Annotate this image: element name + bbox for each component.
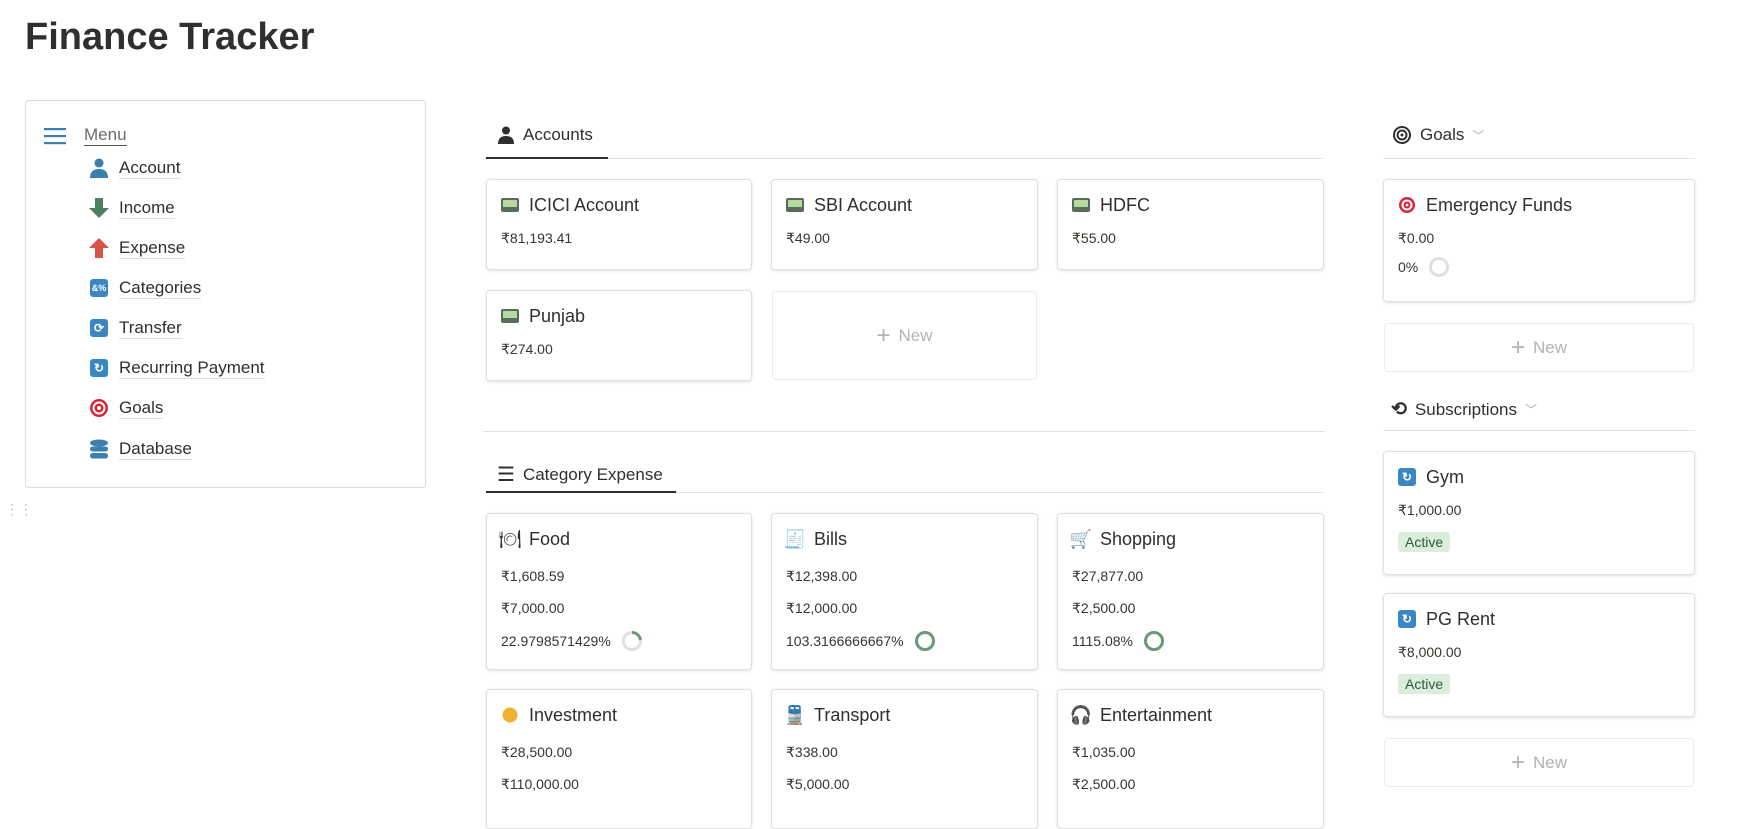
account-card[interactable]: SBI Account ₹49.00 (771, 179, 1038, 270)
category-card[interactable]: 🎧 Entertainment ₹1,035.00 ₹2,500.00 (1057, 689, 1324, 829)
menu-item-categories[interactable]: &% Categories (88, 277, 202, 299)
progress-arc (914, 631, 935, 651)
arrow-up-icon (88, 237, 110, 259)
repeat-one-icon: ↻ (1398, 468, 1416, 486)
progress-arc (1143, 631, 1164, 651)
plus-icon: + (876, 321, 891, 349)
menu-item-database[interactable]: Database (88, 438, 192, 460)
progress-ring (621, 631, 642, 651)
plus-icon: + (1510, 333, 1525, 361)
history-icon: ⟲ (1391, 399, 1407, 420)
menu-item-income[interactable]: Income (88, 197, 175, 219)
menu-label: Menu (84, 125, 127, 146)
menu-header[interactable]: Menu (44, 125, 127, 146)
headphones-icon: 🎧 (1069, 704, 1093, 725)
menu-item-goals[interactable]: Goals (88, 397, 164, 419)
category-card[interactable]: 🧾 Bills ₹12,398.00 ₹12,000.00 103.3166666… (771, 513, 1038, 670)
account-card[interactable]: Punjab ₹274.00 (486, 290, 752, 381)
new-account-button[interactable]: + New (772, 291, 1037, 380)
account-card[interactable]: ICICI Account ₹81,193.41 (486, 179, 752, 270)
progress-arc (621, 631, 642, 651)
bank-icon (1072, 196, 1090, 214)
subscription-card[interactable]: ↻ Gym ₹1,000.00 Active (1383, 451, 1695, 575)
menu-item-account[interactable]: Account (88, 157, 181, 179)
symbols-icon: &% (88, 277, 110, 299)
train-icon: 🚆 (783, 704, 807, 725)
coin-icon (501, 706, 519, 724)
receipt-icon: 🧾 (783, 528, 807, 549)
list-icon: ☰ (497, 464, 515, 486)
category-card[interactable]: Investment ₹28,500.00 ₹110,000.00 (486, 689, 752, 829)
subscriptions-header[interactable]: ⟲ Subscriptions ﹀ (1391, 399, 1537, 420)
menu-item-recurring-payment[interactable]: ↻ Recurring Payment (88, 357, 265, 379)
person-icon (498, 126, 514, 144)
target-icon (88, 397, 110, 419)
tab-category-expense[interactable]: ☰ Category Expense (497, 464, 663, 486)
chevron-down-icon[interactable]: ﹀ (1472, 128, 1485, 143)
bank-icon (501, 196, 519, 214)
section-divider (483, 431, 1325, 432)
menu-panel: Menu Account Income Expense &% Categories… (25, 100, 426, 488)
database-icon (88, 438, 110, 460)
page-title: Finance Tracker (25, 16, 315, 58)
fork-knife-plate-icon: 🍽 (498, 528, 522, 549)
subscription-card[interactable]: ↻ PG Rent ₹8,000.00 Active (1383, 593, 1695, 717)
plus-icon: + (1510, 748, 1525, 776)
status-badge: Active (1398, 532, 1451, 552)
arrow-down-icon (88, 197, 110, 219)
goals-header[interactable]: Goals ﹀ (1393, 125, 1484, 145)
bank-icon (501, 307, 519, 325)
shopping-cart-icon: 🛒 (1069, 528, 1093, 549)
tab-active-underline (486, 157, 608, 159)
category-card[interactable]: 🍽 Food ₹1,608.59 ₹7,000.00 22.9798571429% (486, 513, 752, 670)
repeat-one-icon: ↻ (88, 357, 110, 379)
new-subscription-button[interactable]: + New (1384, 738, 1694, 787)
progress-ring (1429, 257, 1450, 277)
target-icon (1398, 196, 1416, 214)
tab-active-underline (486, 491, 676, 493)
category-card[interactable]: 🛒 Shopping ₹27,877.00 ₹2,500.00 1115.08% (1057, 513, 1324, 670)
account-card[interactable]: HDFC ₹55.00 (1057, 179, 1324, 270)
subscriptions-divider (1383, 430, 1695, 431)
drag-handle-icon[interactable]: ⋮⋮ (5, 501, 33, 517)
accounts-divider (486, 158, 1324, 159)
person-icon (88, 157, 110, 179)
chevron-down-icon[interactable]: ﹀ (1524, 403, 1537, 417)
repeat-icon: ⟳ (88, 317, 110, 339)
tab-accounts[interactable]: Accounts (498, 125, 593, 145)
category-divider (486, 492, 1324, 493)
category-card[interactable]: 🚆 Transport ₹338.00 ₹5,000.00 (771, 689, 1038, 829)
target-icon (1393, 126, 1411, 144)
progress-ring (1143, 631, 1164, 651)
repeat-one-icon: ↻ (1398, 610, 1416, 628)
menu-item-transfer[interactable]: ⟳ Transfer (88, 317, 182, 339)
status-badge: Active (1398, 674, 1451, 694)
hamburger-icon (44, 127, 66, 144)
bank-icon (786, 196, 804, 214)
progress-ring (914, 631, 935, 651)
menu-item-expense[interactable]: Expense (88, 237, 186, 259)
goal-card[interactable]: Emergency Funds ₹0.00 0% (1383, 179, 1695, 302)
goals-divider (1383, 158, 1695, 159)
progress-track (1429, 257, 1450, 277)
new-goal-button[interactable]: + New (1384, 323, 1694, 372)
